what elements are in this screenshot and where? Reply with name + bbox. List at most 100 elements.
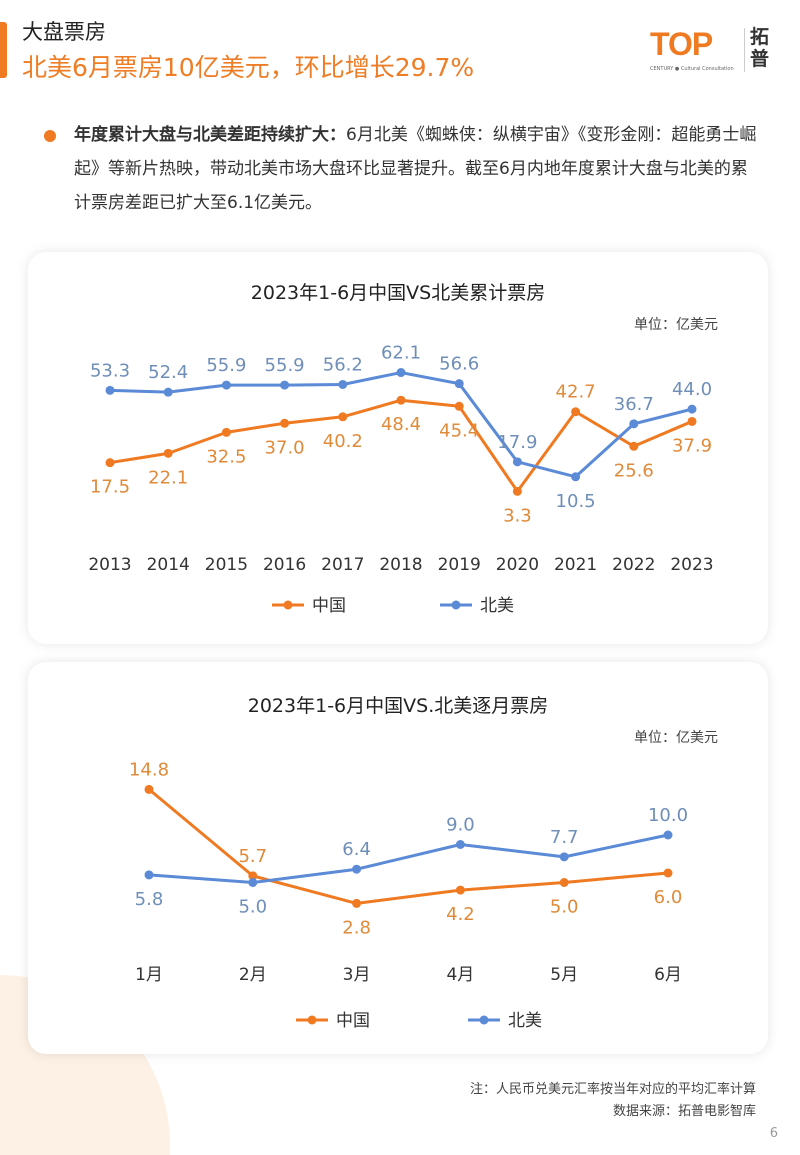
data-point <box>571 407 581 417</box>
data-label: 5.0 <box>550 897 579 918</box>
logo-cn: 拓普 <box>750 26 770 70</box>
legend-marker <box>307 1015 317 1025</box>
data-label: 6.0 <box>654 887 683 908</box>
legend-label: 中国 <box>312 596 346 616</box>
data-point <box>559 878 569 887</box>
data-point <box>396 395 406 405</box>
legend-label: 北美 <box>480 596 514 616</box>
data-label: 48.4 <box>381 414 421 435</box>
data-point <box>248 871 258 881</box>
data-label: 36.7 <box>614 394 654 415</box>
x-tick-label: 2016 <box>263 555 306 575</box>
x-tick-label: 2021 <box>554 555 597 575</box>
data-label: 22.1 <box>148 467 188 488</box>
x-tick-label: 2020 <box>496 555 539 575</box>
data-point <box>163 448 173 458</box>
data-point <box>455 840 465 849</box>
x-tick-label: 3月 <box>343 965 371 985</box>
x-tick-label: 1月 <box>135 965 163 985</box>
data-point <box>396 368 406 378</box>
data-point <box>144 784 154 794</box>
footnote: 注：人民币兑美元汇率按当年对应的平均汇率计算 <box>469 1082 756 1097</box>
unit-label: 单位：亿美元 <box>634 317 718 333</box>
headline: 北美6月票房10亿美元，环比增长29.7% <box>22 53 475 82</box>
data-point <box>512 486 522 496</box>
data-point <box>571 472 581 482</box>
data-label: 37.0 <box>265 437 305 458</box>
data-label: 10.0 <box>648 805 688 826</box>
x-tick-label: 2023 <box>670 555 713 575</box>
data-label: 25.6 <box>614 460 654 481</box>
unit-label: 单位：亿美元 <box>634 730 718 746</box>
data-point <box>163 387 173 397</box>
section-title: 大盘票房 <box>22 20 106 44</box>
data-point <box>512 457 522 467</box>
data-point <box>629 419 639 429</box>
data-label: 37.9 <box>672 435 712 456</box>
x-tick-label: 2018 <box>379 555 422 575</box>
data-source: 数据来源：拓普电影智库 <box>612 1104 756 1119</box>
data-point <box>280 380 290 390</box>
data-label: 62.1 <box>381 343 421 364</box>
data-label: 45.4 <box>439 420 479 441</box>
data-point <box>144 870 154 880</box>
data-point <box>352 898 362 908</box>
logo-divider <box>744 28 745 72</box>
x-tick-label: 2022 <box>612 555 655 575</box>
legend-marker <box>479 1015 489 1025</box>
data-point <box>455 885 465 895</box>
data-label: 14.8 <box>129 759 169 780</box>
series-line-1 <box>148 833 669 884</box>
data-point <box>454 401 464 411</box>
logo-subtitle: CENTURY ● Cultural Consultation <box>650 66 734 72</box>
data-label: 42.7 <box>556 382 596 403</box>
data-label: 17.5 <box>90 477 130 498</box>
data-point <box>338 379 348 389</box>
x-tick-label: 6月 <box>654 965 682 985</box>
data-point <box>687 404 697 414</box>
data-point <box>105 385 115 395</box>
bullet-icon <box>44 130 56 142</box>
data-point <box>221 380 231 390</box>
data-label: 5.8 <box>135 889 164 910</box>
data-label: 4.2 <box>446 904 475 925</box>
x-tick-label: 2014 <box>147 555 190 575</box>
x-tick-label: 2017 <box>321 555 364 575</box>
data-label: 44.0 <box>672 379 712 400</box>
chart-card-monthly: 2023年1-6月中国VS.北美逐月票房 单位：亿美元 1月 2月 3月 4月 5月 6月 14… <box>28 662 768 1054</box>
data-label: 7.7 <box>550 827 579 848</box>
data-label: 9.0 <box>446 815 475 836</box>
summary-lead: 年度累计大盘与北美差距持续扩大： <box>74 125 346 145</box>
data-label: 32.5 <box>206 446 246 467</box>
accent-bar <box>0 22 7 78</box>
data-label: 55.9 <box>206 355 246 376</box>
data-label: 55.9 <box>265 355 305 376</box>
x-tick-label: 2019 <box>438 555 481 575</box>
data-point <box>629 441 639 451</box>
data-point <box>454 379 464 389</box>
data-point <box>352 864 362 874</box>
data-point <box>280 418 290 428</box>
summary-text: 6月北美《蜘蛛侠：纵横宇宙》《变形金刚：超能勇士崛起》等新片热映，带动北美市场大… <box>74 125 757 213</box>
data-label: 3.3 <box>503 505 532 526</box>
logo: TOP CENTURY ● Cultural Consultation 拓普 <box>650 26 780 76</box>
x-tick-label: 2015 <box>205 555 248 575</box>
data-point <box>221 427 231 437</box>
data-point <box>663 868 673 878</box>
data-point <box>559 852 569 862</box>
data-label: 56.2 <box>323 354 363 375</box>
data-label: 56.6 <box>439 354 479 375</box>
data-label: 2.8 <box>342 917 371 938</box>
data-point <box>248 878 258 887</box>
x-tick-label: 2月 <box>239 965 267 985</box>
data-label: 10.5 <box>556 491 596 512</box>
data-label: 40.2 <box>323 431 363 452</box>
data-label: 52.4 <box>148 362 188 383</box>
data-label: 53.3 <box>90 360 130 381</box>
legend-label: 中国 <box>336 1011 370 1031</box>
chart-card-cumulative: 2023年1-6月中国VS北美累计票房 单位：亿美元 2013 2014 2015 201… <box>28 252 768 644</box>
summary-paragraph: 年度累计大盘与北美差距持续扩大：6月北美《蜘蛛侠：纵横宇宙》《变形金刚：超能勇士… <box>74 118 764 220</box>
data-point <box>663 830 673 840</box>
